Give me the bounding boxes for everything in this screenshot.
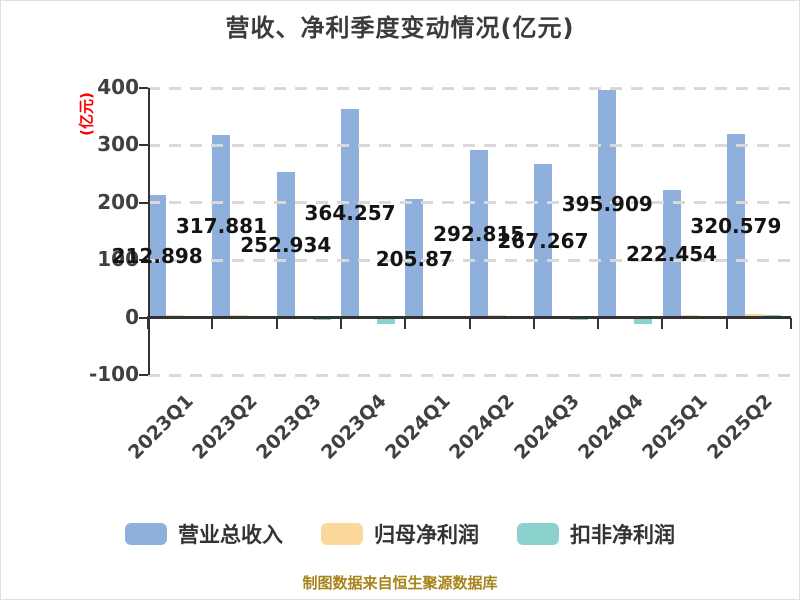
value-label-2024Q2: 292.815 xyxy=(433,221,525,246)
gridline-200 xyxy=(148,201,791,205)
legend-label-net-profit: 归母净利润 xyxy=(374,523,479,547)
y-tick-label--100: -100 xyxy=(88,362,139,386)
legend-swatch-revenue xyxy=(125,523,167,545)
bar-series2-2024Q3 xyxy=(569,319,588,321)
gridline-300 xyxy=(148,143,791,147)
value-label-2024Q3: 267.267 xyxy=(497,228,589,253)
y-tick-mark-200 xyxy=(139,201,148,204)
bar-series0-2023Q3 xyxy=(276,172,295,318)
x-tick-mark-7 xyxy=(597,317,600,329)
x-tick-label-2023Q1: 2023Q1 xyxy=(123,390,198,464)
y-tick-label-0: 0 xyxy=(125,304,139,329)
bar-series0-2025Q2 xyxy=(726,133,745,318)
bar-series0-2024Q1 xyxy=(405,199,424,318)
value-label-2025Q1: 222.454 xyxy=(626,241,718,266)
bar-series2-2023Q4 xyxy=(377,319,396,325)
y-tick-mark--100 xyxy=(139,374,148,376)
bar-series0-2023Q2 xyxy=(212,135,231,318)
legend-swatch-net-profit xyxy=(321,523,363,545)
x-tick-label-2025Q2: 2025Q2 xyxy=(702,390,777,464)
legend-item-deducted-net-profit: 扣非净利润 xyxy=(517,519,675,549)
legend-swatch-deducted-net-profit xyxy=(517,523,559,545)
x-tick-mark-6 xyxy=(532,317,535,329)
bar-series2-2024Q4 xyxy=(634,319,653,325)
gridline-400 xyxy=(148,86,791,90)
y-tick-label-400: 400 xyxy=(97,75,139,99)
x-tick-mark-3 xyxy=(339,317,342,329)
value-label-2023Q3: 252.934 xyxy=(240,233,332,257)
x-tick-mark-0 xyxy=(147,317,149,329)
x-tick-label-2023Q4: 2023Q4 xyxy=(316,390,391,464)
y-tick-label-100: 100 xyxy=(97,247,139,272)
bar-series0-2025Q1 xyxy=(662,189,681,318)
x-tick-mark-10 xyxy=(790,317,792,329)
bar-series0-2024Q2 xyxy=(469,149,488,318)
x-tick-mark-9 xyxy=(725,317,728,329)
x-tick-label-2024Q3: 2024Q3 xyxy=(509,390,584,464)
x-tick-label-2023Q2: 2023Q2 xyxy=(188,390,262,464)
x-tick-label-2024Q1: 2024Q1 xyxy=(381,390,455,464)
x-tick-mark-4 xyxy=(404,317,407,329)
legend-item-net-profit: 归母净利润 xyxy=(321,519,479,549)
value-label-2025Q2: 320.579 xyxy=(690,213,782,238)
bar-series2-2023Q3 xyxy=(312,319,331,321)
value-label-2023Q1: 212.898 xyxy=(111,244,203,269)
y-tick-mark-0 xyxy=(139,316,148,319)
x-tick-mark-5 xyxy=(468,317,471,329)
legend: 营业总收入 归母净利润 扣非净利润 xyxy=(1,519,799,549)
y-tick-label-300: 300 xyxy=(97,132,139,157)
y-tick-mark-300 xyxy=(139,144,148,147)
x-tick-mark-1 xyxy=(211,317,214,329)
x-tick-mark-8 xyxy=(661,317,664,329)
legend-item-revenue: 营业总收入 xyxy=(125,519,283,549)
data-source-note: 制图数据来自恒生聚源数据库 xyxy=(302,574,498,592)
legend-label-deducted-net-profit: 扣非净利润 xyxy=(570,523,675,547)
bar-series0-2023Q4 xyxy=(341,108,360,318)
bar-series0-2023Q1 xyxy=(148,195,167,318)
value-label-2024Q1: 205.87 xyxy=(375,246,453,271)
gridline--100 xyxy=(148,373,791,377)
chart-title: 营收、净利季度变动情况(亿元) xyxy=(225,14,575,42)
x-tick-mark-2 xyxy=(275,317,278,329)
value-label-2023Q2: 317.881 xyxy=(175,214,267,239)
y-axis-line xyxy=(148,88,150,375)
x-tick-label-2025Q1: 2025Q1 xyxy=(638,390,713,464)
y-tick-mark-100 xyxy=(139,259,148,262)
gridline-100 xyxy=(148,258,791,262)
x-tick-label-2024Q2: 2024Q2 xyxy=(445,390,520,464)
legend-label-revenue: 营业总收入 xyxy=(178,523,283,547)
x-tick-label-2024Q4: 2024Q4 xyxy=(574,390,648,464)
value-label-2023Q4: 364.257 xyxy=(304,201,396,226)
y-tick-label-200: 200 xyxy=(97,189,139,214)
bar-series1-2025Q2 xyxy=(744,314,763,318)
value-label-2024Q4: 395.909 xyxy=(561,191,653,216)
x-tick-label-2023Q3: 2023Q3 xyxy=(252,390,327,464)
y-tick-mark-400 xyxy=(139,87,148,89)
